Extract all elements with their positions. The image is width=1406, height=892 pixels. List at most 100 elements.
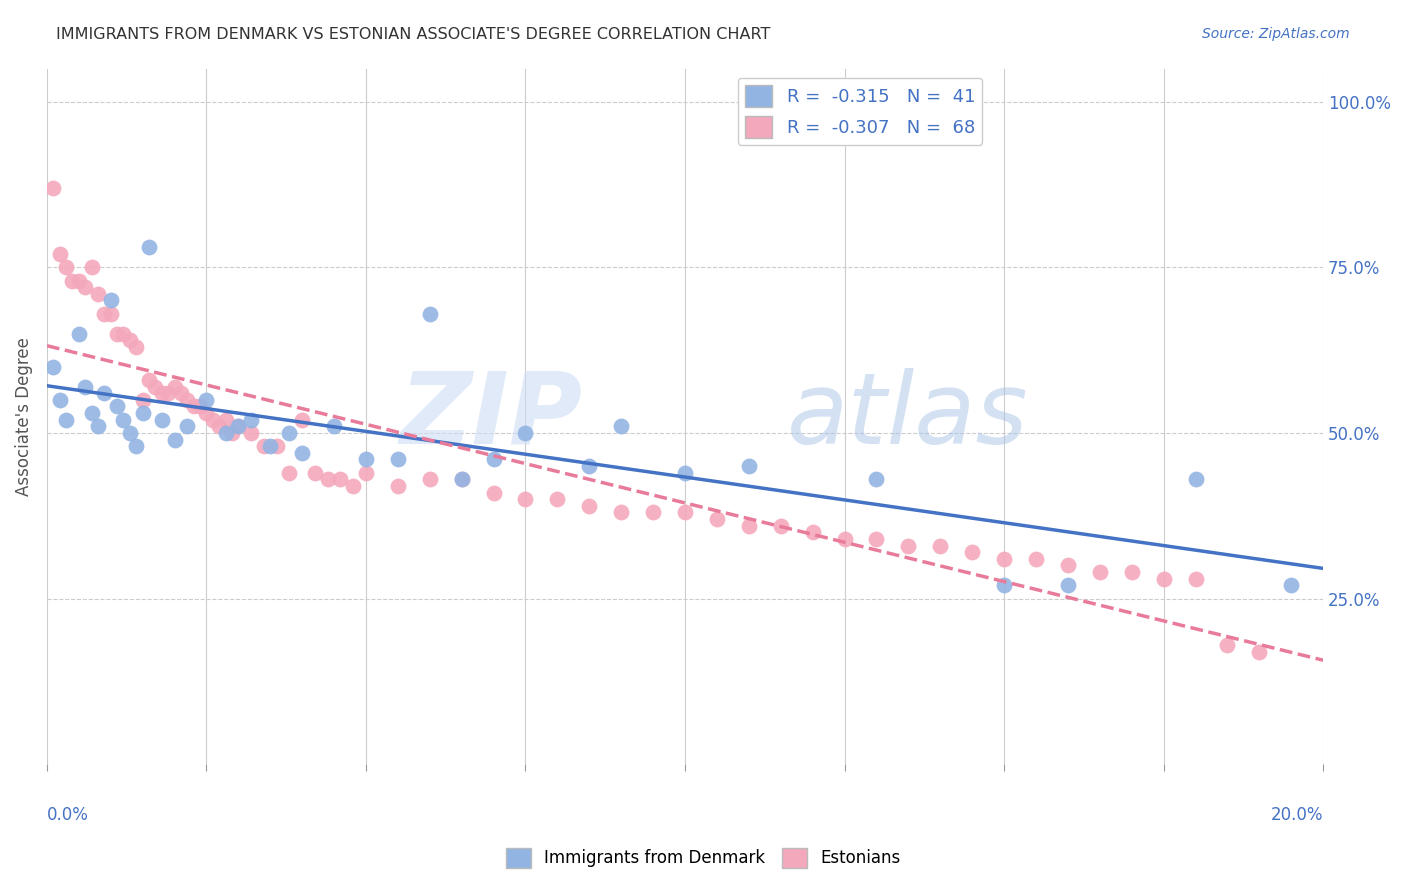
Point (960, 545, 983, 559)
Point (354, 466, 377, 480)
Point (138, 240, 160, 254)
Point (259, 439, 281, 453)
Point (354, 452, 377, 467)
Point (1153, 572, 1175, 586)
Point (673, 506, 696, 520)
Point (387, 479, 409, 493)
Point (118, 425, 141, 440)
Point (291, 413, 314, 427)
Point (87, 419, 110, 434)
Point (105, 400, 128, 414)
Point (1088, 565, 1111, 579)
Point (214, 425, 236, 440)
Point (55, 260, 77, 275)
Point (150, 386, 173, 401)
Point (105, 326, 128, 341)
Point (801, 525, 824, 540)
Point (138, 373, 160, 387)
Point (118, 333, 141, 347)
Point (769, 518, 792, 533)
Point (993, 578, 1015, 592)
Point (1184, 472, 1206, 486)
Point (304, 466, 326, 480)
Point (253, 439, 276, 453)
Point (1184, 572, 1206, 586)
Point (125, 340, 148, 354)
Point (482, 485, 505, 500)
Point (62, 274, 84, 288)
Point (67, 326, 90, 341)
Point (93, 386, 115, 401)
Point (610, 506, 633, 520)
Point (131, 406, 153, 420)
Point (240, 413, 263, 427)
Point (93, 307, 115, 321)
Point (643, 506, 665, 520)
Point (75, 280, 97, 294)
Point (706, 512, 728, 526)
Text: ZIP: ZIP (399, 368, 583, 465)
Point (546, 492, 568, 507)
Point (188, 400, 211, 414)
Point (221, 425, 243, 440)
Point (228, 419, 250, 434)
Point (329, 472, 352, 486)
Point (1216, 638, 1239, 652)
Point (1057, 578, 1080, 592)
Y-axis label: Associate's Degree: Associate's Degree (15, 337, 32, 496)
Point (515, 492, 537, 507)
Text: Source: ZipAtlas.com: Source: ZipAtlas.com (1202, 27, 1350, 41)
Point (163, 379, 186, 393)
Point (865, 472, 887, 486)
Point (323, 419, 346, 434)
Point (1025, 552, 1047, 566)
Point (578, 459, 600, 474)
Point (125, 439, 148, 453)
Point (112, 326, 135, 341)
Point (865, 532, 887, 546)
Legend: Immigrants from Denmark, Estonians: Immigrants from Denmark, Estonians (499, 841, 907, 875)
Point (278, 425, 301, 440)
Point (738, 459, 761, 474)
Point (419, 307, 441, 321)
Point (100, 293, 122, 308)
Point (610, 419, 633, 434)
Point (170, 386, 193, 401)
Point (1279, 578, 1302, 592)
Point (131, 392, 153, 407)
Point (450, 472, 472, 486)
Text: atlas: atlas (787, 368, 1029, 465)
Point (150, 413, 173, 427)
Point (176, 419, 198, 434)
Point (163, 433, 186, 447)
Point (145, 379, 167, 393)
Point (897, 539, 920, 553)
Legend: R =  -0.315   N =  41, R =  -0.307   N =  68: R = -0.315 N = 41, R = -0.307 N = 68 (738, 78, 983, 145)
Point (387, 452, 409, 467)
Point (342, 479, 364, 493)
Point (176, 392, 198, 407)
Point (419, 472, 441, 486)
Point (266, 439, 288, 453)
Point (87, 286, 110, 301)
Point (157, 386, 180, 401)
Point (316, 472, 339, 486)
Point (834, 532, 856, 546)
Text: 20.0%: 20.0% (1271, 806, 1323, 824)
Point (1249, 645, 1271, 659)
Point (278, 466, 301, 480)
Point (515, 425, 537, 440)
Point (228, 419, 250, 434)
Point (208, 419, 231, 434)
Point (195, 406, 218, 420)
Point (195, 392, 218, 407)
Point (80, 260, 103, 275)
Point (673, 466, 696, 480)
Point (738, 518, 761, 533)
Text: 0.0%: 0.0% (46, 806, 89, 824)
Point (80, 406, 103, 420)
Point (929, 539, 952, 553)
Point (291, 446, 314, 460)
Point (1121, 565, 1143, 579)
Point (42, 359, 65, 374)
